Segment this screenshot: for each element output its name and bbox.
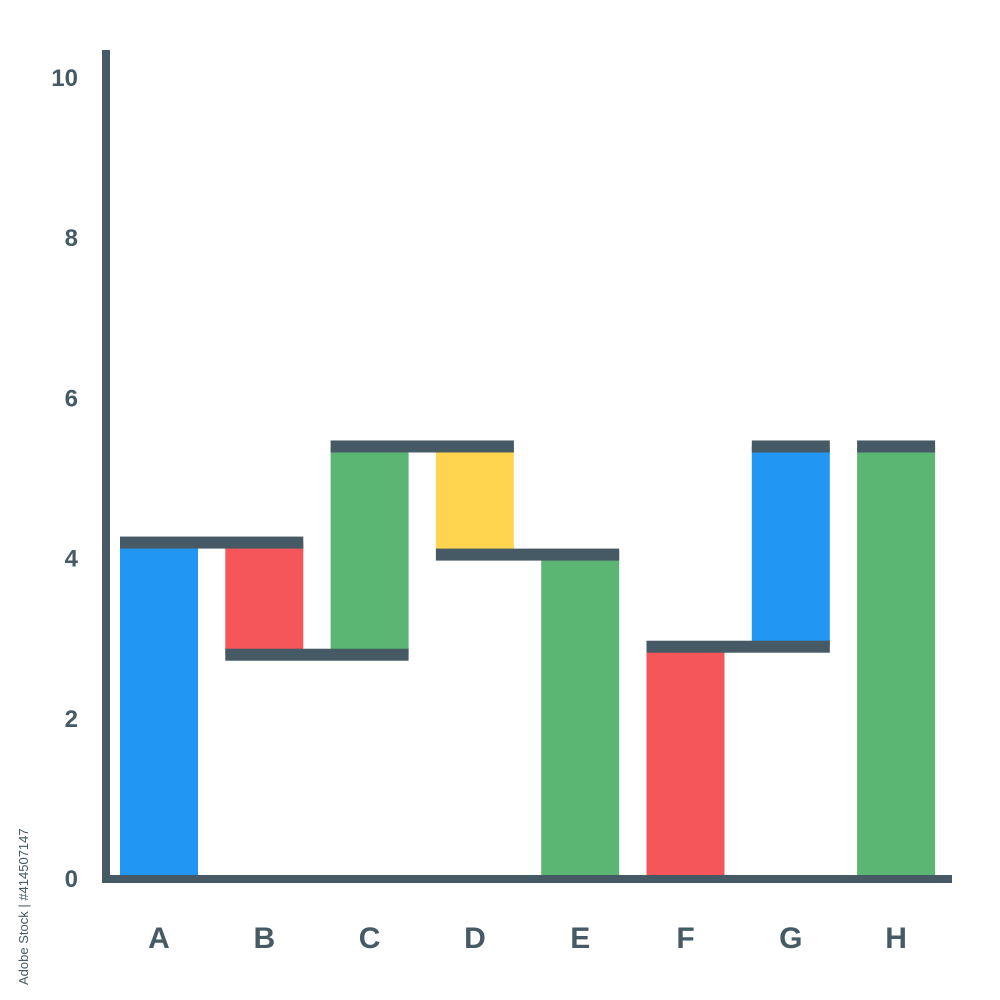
x-tick-label-g: G [779, 922, 802, 955]
x-tick-label-f: F [676, 922, 694, 955]
bars-layer [120, 446, 936, 879]
y-tick-label-0: 0 [65, 866, 78, 893]
bar-d [435, 446, 514, 555]
y-axis-line [102, 50, 110, 883]
bar-b [225, 542, 304, 655]
cap-a [120, 536, 304, 549]
x-axis-line [102, 875, 952, 883]
bar-f [646, 646, 725, 879]
cap-c [330, 440, 514, 453]
y-tick-label-4: 4 [65, 546, 79, 573]
cap-d [435, 548, 620, 561]
x-tick-label-b: B [253, 922, 275, 955]
x-tick-label-e: E [570, 922, 590, 955]
x-tick-label-a: A [148, 922, 170, 955]
cap-f [646, 640, 830, 653]
cap-h [857, 440, 936, 453]
bar-g [751, 446, 830, 647]
x-category-labels: A B C D E F G H [148, 922, 907, 955]
bar-h [857, 446, 936, 879]
watermark-text: Adobe Stock | #414507147 [16, 828, 31, 985]
connectors-layer [120, 440, 936, 661]
y-tick-label-10: 10 [51, 65, 78, 92]
y-tick-labels: 0 2 4 6 8 10 [51, 65, 78, 893]
x-tick-label-d: D [464, 922, 486, 955]
y-tick-label-8: 8 [65, 225, 78, 252]
x-tick-label-h: H [885, 922, 907, 955]
cap-b [225, 648, 409, 661]
bar-a [120, 542, 198, 879]
cap-g [751, 440, 830, 453]
bar-c [330, 446, 409, 655]
y-tick-label-6: 6 [65, 385, 78, 412]
axes-layer [102, 50, 952, 883]
x-tick-label-c: C [359, 922, 381, 955]
bar-e [541, 554, 620, 879]
y-tick-label-2: 2 [65, 706, 78, 733]
